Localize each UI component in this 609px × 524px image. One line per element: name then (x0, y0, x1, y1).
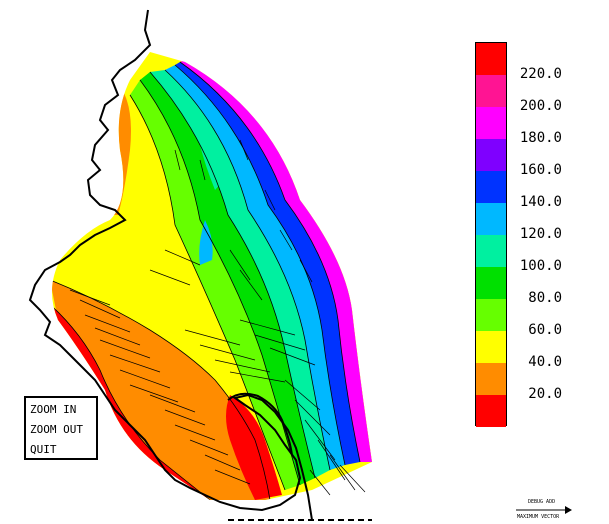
legend-swatch (476, 299, 506, 331)
legend-swatch (476, 235, 506, 267)
legend-swatch (476, 43, 506, 75)
scale-label-bottom: MAXIMUM VECTOR (517, 514, 560, 520)
quit-button[interactable]: QUIT (30, 443, 57, 456)
legend-label: 100.0 (519, 258, 562, 274)
contour-lines (51, 61, 361, 500)
legend-label: 160.0 (519, 162, 562, 178)
legend-swatch (476, 267, 506, 299)
wind-vectors (69, 139, 366, 496)
legend-swatch (476, 363, 506, 395)
legend-swatch (476, 139, 506, 171)
legend-label: 180.0 (519, 130, 562, 146)
scale-arrow (228, 506, 572, 521)
zoom-out-button[interactable]: ZOOM OUT (30, 423, 83, 436)
legend-label: 60.0 (528, 322, 562, 338)
legend-swatch (476, 75, 506, 107)
legend-swatch (476, 203, 506, 235)
legend-label: 200.0 (519, 98, 562, 114)
coastline (28, 9, 313, 521)
legend-label: 20.0 (528, 386, 562, 402)
legend-label: 40.0 (528, 354, 562, 370)
legend-label: 120.0 (519, 226, 562, 242)
legend-swatch (476, 331, 506, 363)
scale-label-top: DEBUG ADD (528, 499, 556, 505)
legend-swatch (476, 107, 506, 139)
zoom-menu: ZOOM IN ZOOM OUT QUIT (24, 396, 98, 460)
legend-swatch (476, 395, 506, 427)
color-legend (475, 42, 507, 427)
legend-label: 80.0 (528, 290, 562, 306)
legend-label: 140.0 (519, 194, 562, 210)
zoom-in-button[interactable]: ZOOM IN (30, 403, 77, 416)
legend-swatch (476, 171, 506, 203)
legend-label: 220.0 (519, 66, 562, 82)
